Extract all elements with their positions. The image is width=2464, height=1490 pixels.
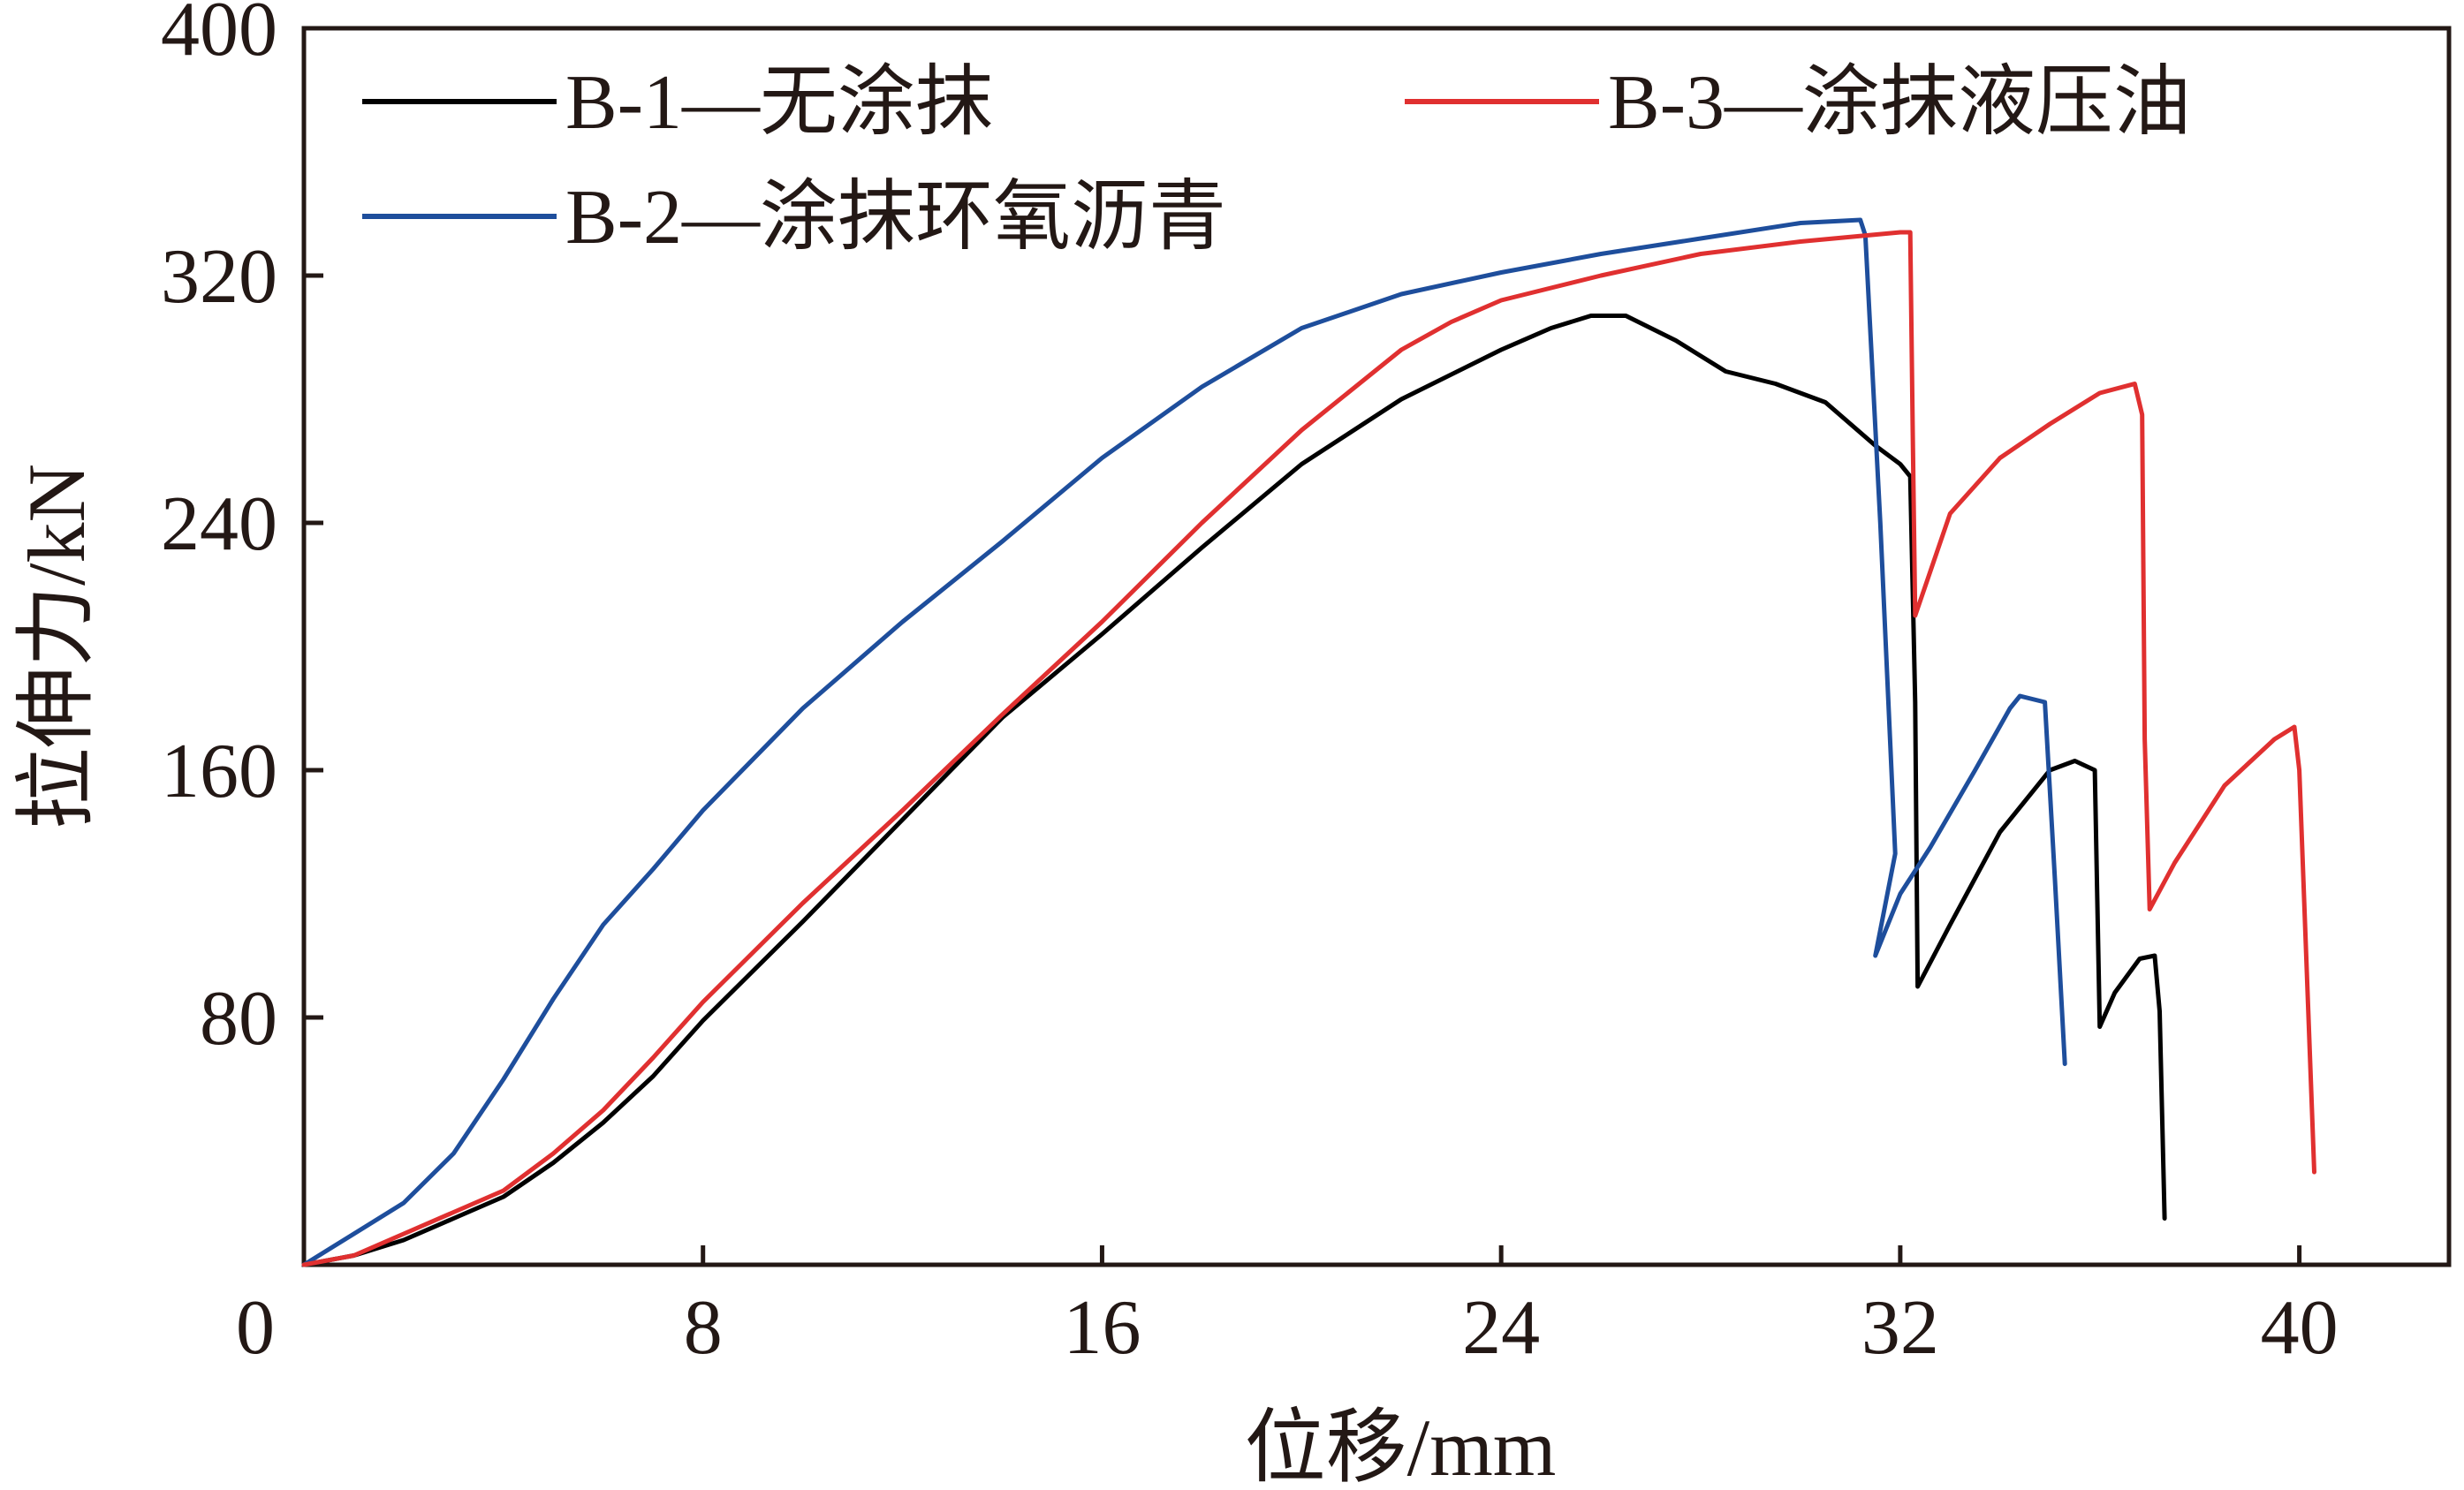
legend-label-b1: B-1—无涂抹 [565,60,993,146]
legend-label-b3: B-3—涂抹液压油 [1608,60,2191,146]
x-tick-label-16: 16 [1063,1285,1141,1371]
y-axis-label: 拉伸力/kN [11,464,102,829]
tick-labels: 0 8 16 24 32 40 80 160 240 320 400 [161,0,2339,1371]
y-tick-label-160: 160 [161,729,277,814]
y-tick-label-240: 240 [161,481,277,567]
x-tick-label-24: 24 [1462,1285,1540,1371]
series-line-b3 [301,230,2316,1267]
y-tick-label-400: 400 [161,0,277,72]
y-tick-label-320: 320 [161,234,277,320]
y-tick-label-80: 80 [200,976,277,1062]
legend-label-b2: B-2—涂抹环氧沥青 [565,175,1226,261]
series-line-b1 [301,314,2167,1267]
x-tick-label-40: 40 [2261,1285,2339,1371]
axis-ticks [304,273,2302,1265]
plot-frame [301,26,2452,1267]
x-tick-label-8: 8 [684,1285,723,1371]
x-axis-label: 位移/mm [1245,1403,1557,1490]
series-group [301,217,2316,1267]
x-tick-label-0: 0 [236,1285,275,1371]
series-line-b2 [301,217,2067,1267]
x-tick-label-32: 32 [1861,1285,1939,1371]
legend: B-1—无涂抹 B-3—涂抹液压油 B-2—涂抹环氧沥青 [362,60,2191,261]
